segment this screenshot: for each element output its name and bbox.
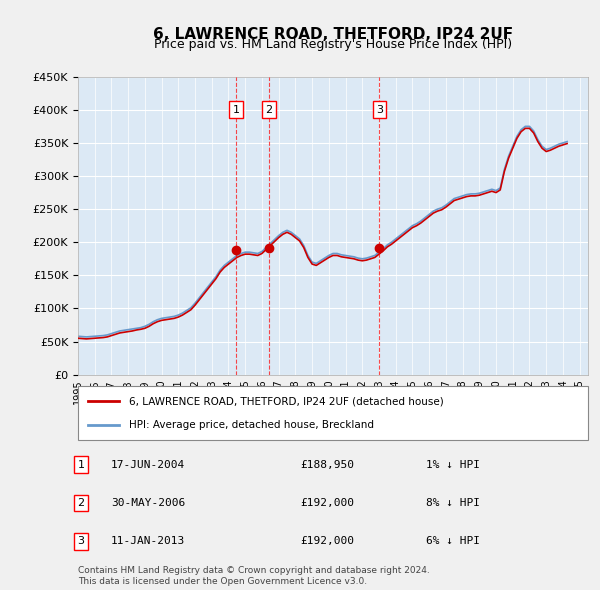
Text: Price paid vs. HM Land Registry's House Price Index (HPI): Price paid vs. HM Land Registry's House …	[154, 38, 512, 51]
Text: 6, LAWRENCE ROAD, THETFORD, IP24 2UF: 6, LAWRENCE ROAD, THETFORD, IP24 2UF	[153, 27, 513, 41]
Text: 30-MAY-2006: 30-MAY-2006	[111, 498, 185, 508]
Text: 3: 3	[77, 536, 85, 546]
Text: £188,950: £188,950	[300, 460, 354, 470]
Text: £192,000: £192,000	[300, 536, 354, 546]
Text: 6% ↓ HPI: 6% ↓ HPI	[426, 536, 480, 546]
Text: 2: 2	[77, 498, 85, 508]
Text: 2: 2	[265, 105, 272, 115]
Text: 6, LAWRENCE ROAD, THETFORD, IP24 2UF (detached house): 6, LAWRENCE ROAD, THETFORD, IP24 2UF (de…	[129, 396, 444, 407]
Text: 8% ↓ HPI: 8% ↓ HPI	[426, 498, 480, 508]
Text: 1: 1	[77, 460, 85, 470]
Text: 17-JUN-2004: 17-JUN-2004	[111, 460, 185, 470]
Text: HPI: Average price, detached house, Breckland: HPI: Average price, detached house, Brec…	[129, 419, 374, 430]
Text: Contains HM Land Registry data © Crown copyright and database right 2024.
This d: Contains HM Land Registry data © Crown c…	[78, 566, 430, 586]
Text: 1: 1	[233, 105, 239, 115]
Text: £192,000: £192,000	[300, 498, 354, 508]
FancyBboxPatch shape	[78, 386, 588, 440]
Text: 11-JAN-2013: 11-JAN-2013	[111, 536, 185, 546]
Text: 1% ↓ HPI: 1% ↓ HPI	[426, 460, 480, 470]
Text: 3: 3	[376, 105, 383, 115]
